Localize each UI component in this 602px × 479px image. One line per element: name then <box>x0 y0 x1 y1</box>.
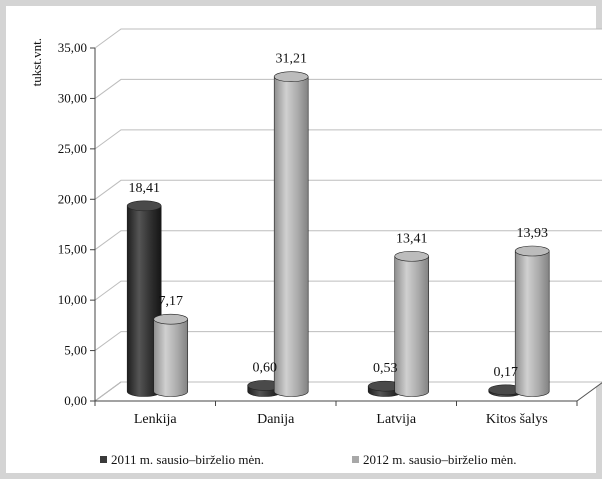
legend: 2011 m. sausio–birželio mėn. 2012 m. saus… <box>100 452 516 467</box>
x-tick-label-danija: Danija <box>257 412 295 427</box>
gridline <box>94 28 602 49</box>
bar-latvija-series-1 <box>367 380 403 397</box>
data-labels: 18,41 0,60 0,53 0,17 7,17 31,21 13,41 13,93 <box>128 52 548 380</box>
legend-item-2: 2012 m. sausio–birželio mėn. <box>352 452 516 467</box>
legend-label: 2011 m. sausio–birželio mėn. <box>111 452 264 467</box>
legend-item-1: 2011 m. sausio–birželio mėn. <box>100 452 264 467</box>
data-label: 0,17 <box>493 365 518 380</box>
y-axis-label: tukst.vnt. <box>29 38 44 86</box>
back-wall <box>95 29 602 401</box>
data-label: 0,60 <box>252 360 277 375</box>
bar-kitos-salys-series-2 <box>514 245 550 397</box>
data-label: 7,17 <box>158 294 183 309</box>
x-tick-labels: Lenkija Danija Latvija Kitos šalys <box>134 412 548 427</box>
bar-danija-series-1 <box>247 380 283 397</box>
legend-label: 2012 m. sausio–birželio mėn. <box>363 452 516 467</box>
y-tick-labels: 0,00 5,00 10,00 15,00 20,00 25,00 30,00 35,00 <box>58 40 87 408</box>
legend-swatch <box>352 456 359 463</box>
bar-danija-series-2 <box>273 71 309 397</box>
bar-kitos-salys-series-1 <box>488 384 524 397</box>
y-tick-label: 10,00 <box>58 292 87 307</box>
data-label: 13,93 <box>516 226 548 241</box>
data-label: 13,41 <box>396 231 428 246</box>
bar-latvija-series-2 <box>394 250 430 397</box>
y-tick-label: 5,00 <box>64 343 87 358</box>
y-tick-label: 35,00 <box>58 40 87 55</box>
data-label: 0,53 <box>373 361 398 376</box>
data-label: 31,21 <box>275 52 307 67</box>
data-label: 18,41 <box>128 181 160 196</box>
y-tick-label: 30,00 <box>58 90 87 105</box>
gridline <box>94 381 602 402</box>
chart-walls <box>93 29 602 402</box>
y-tick-label: 0,00 <box>64 393 87 408</box>
y-tick-label: 20,00 <box>58 191 87 206</box>
gridline <box>94 331 602 351</box>
x-tick-label-kitos-salys: Kitos šalys <box>486 412 548 427</box>
gridline <box>94 230 602 251</box>
x-tick-label-latvija: Latvija <box>376 412 416 427</box>
gridline <box>94 78 602 99</box>
y-tick-label: 15,00 <box>58 242 87 257</box>
bar-lenkija-series-2 <box>153 313 189 397</box>
gridline <box>94 179 602 200</box>
y-tick-label: 25,00 <box>58 141 87 156</box>
gridline <box>94 129 602 150</box>
bar-lenkija-series-1 <box>126 200 162 397</box>
gridlines <box>94 28 602 402</box>
gridline <box>94 280 602 301</box>
axes <box>90 47 578 406</box>
bars <box>126 71 550 397</box>
legend-swatch <box>100 456 107 463</box>
x-tick-label-lenkija: Lenkija <box>134 412 178 427</box>
